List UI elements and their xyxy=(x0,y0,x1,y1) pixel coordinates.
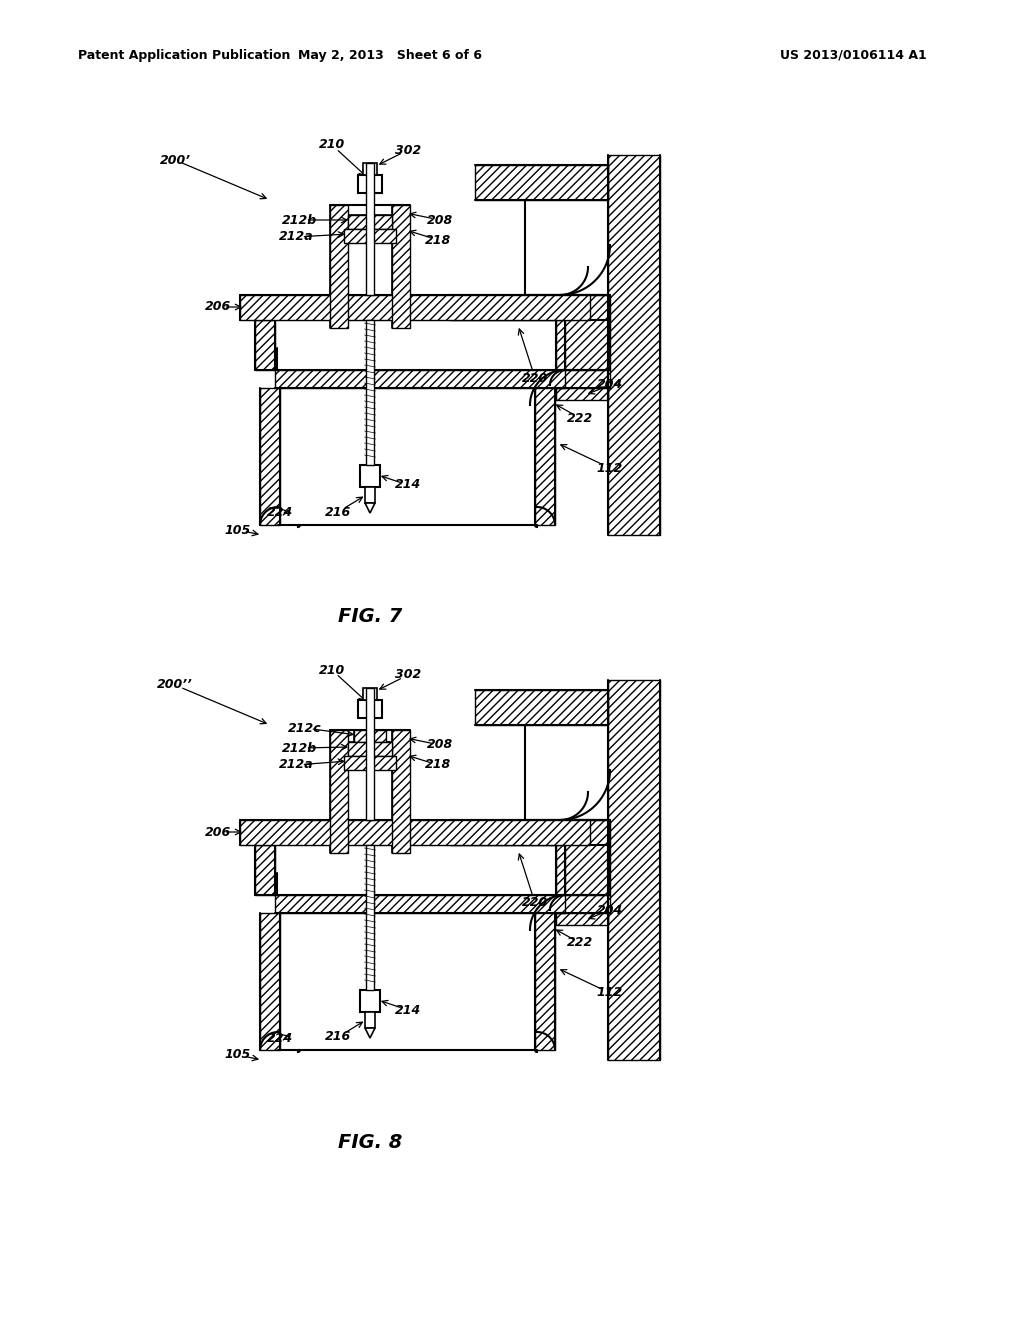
Text: 220: 220 xyxy=(522,896,548,909)
Bar xyxy=(555,370,610,388)
Bar xyxy=(556,319,608,400)
Bar xyxy=(240,294,590,319)
Bar xyxy=(365,487,375,503)
Bar xyxy=(535,913,555,1049)
Bar xyxy=(330,730,348,853)
Bar xyxy=(450,294,608,319)
Bar xyxy=(330,205,348,327)
Text: 112: 112 xyxy=(597,986,624,999)
Bar xyxy=(348,215,392,228)
Text: 105: 105 xyxy=(225,524,251,536)
Text: 206: 206 xyxy=(205,825,231,838)
Text: 224: 224 xyxy=(267,507,293,520)
Bar xyxy=(392,730,410,853)
Text: 218: 218 xyxy=(425,759,452,771)
Bar xyxy=(565,820,610,895)
Bar xyxy=(348,742,392,756)
Text: 214: 214 xyxy=(395,479,421,491)
Text: 222: 222 xyxy=(567,412,593,425)
Text: 204: 204 xyxy=(597,903,624,916)
Bar xyxy=(260,913,280,1049)
Bar xyxy=(255,845,275,895)
Bar xyxy=(358,700,382,718)
Bar xyxy=(556,845,608,925)
Text: 212b: 212b xyxy=(283,214,317,227)
Bar xyxy=(365,1012,375,1028)
Text: FIG. 7: FIG. 7 xyxy=(338,607,402,627)
Bar xyxy=(362,162,377,176)
Bar xyxy=(366,162,374,294)
Text: 210: 210 xyxy=(318,664,345,676)
Bar xyxy=(275,895,565,913)
Bar xyxy=(275,370,565,388)
Text: Patent Application Publication: Patent Application Publication xyxy=(78,49,291,62)
Bar xyxy=(362,688,377,700)
Text: 204: 204 xyxy=(597,379,624,392)
Text: FIG. 8: FIG. 8 xyxy=(338,1134,402,1152)
Text: 212b: 212b xyxy=(283,742,317,755)
Bar xyxy=(475,165,608,201)
Bar xyxy=(366,845,374,990)
Bar xyxy=(360,465,380,487)
Text: 216: 216 xyxy=(325,1031,351,1044)
Text: May 2, 2013   Sheet 6 of 6: May 2, 2013 Sheet 6 of 6 xyxy=(298,49,482,62)
Bar xyxy=(608,680,660,1060)
Bar xyxy=(240,820,590,845)
Text: 214: 214 xyxy=(395,1003,421,1016)
Text: 212a: 212a xyxy=(279,759,313,771)
Bar xyxy=(344,228,396,243)
Text: 216: 216 xyxy=(325,506,351,519)
Bar xyxy=(344,756,396,770)
Text: 222: 222 xyxy=(567,936,593,949)
Text: 220: 220 xyxy=(522,371,548,384)
Text: US 2013/0106114 A1: US 2013/0106114 A1 xyxy=(780,49,927,62)
Text: 200’: 200’ xyxy=(160,153,190,166)
Text: 208: 208 xyxy=(427,738,454,751)
Text: 206: 206 xyxy=(205,301,231,314)
Polygon shape xyxy=(365,503,375,513)
Bar xyxy=(358,176,382,193)
Text: 210: 210 xyxy=(318,139,345,152)
Bar xyxy=(360,990,380,1012)
Text: 105: 105 xyxy=(225,1048,251,1061)
Bar xyxy=(255,319,275,370)
Bar xyxy=(450,820,608,845)
Bar xyxy=(354,730,386,742)
Bar xyxy=(260,388,280,525)
Bar xyxy=(535,388,555,525)
Bar xyxy=(608,154,660,535)
Text: 208: 208 xyxy=(427,214,454,227)
Bar xyxy=(555,895,610,913)
Text: 302: 302 xyxy=(395,668,421,681)
Polygon shape xyxy=(365,1028,375,1038)
Text: 200’’: 200’’ xyxy=(157,678,193,692)
Bar xyxy=(366,688,374,820)
Bar xyxy=(475,690,608,725)
Text: 112: 112 xyxy=(597,462,624,474)
Bar xyxy=(392,205,410,327)
Text: 224: 224 xyxy=(267,1031,293,1044)
Bar xyxy=(366,319,374,465)
Text: 212c: 212c xyxy=(288,722,322,734)
Text: 218: 218 xyxy=(425,234,452,247)
Bar xyxy=(565,294,610,370)
Text: 212a: 212a xyxy=(279,231,313,243)
Text: 302: 302 xyxy=(395,144,421,157)
